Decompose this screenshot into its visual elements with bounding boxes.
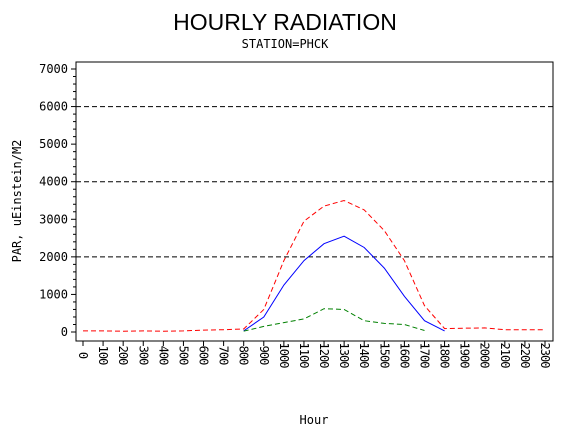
x-tick-label: 100 bbox=[96, 346, 110, 365]
x-tick-label: 0 bbox=[76, 352, 90, 359]
y-tick-label: 0 bbox=[61, 325, 68, 339]
chart-subtitle: STATION=PHCK bbox=[242, 37, 329, 51]
x-tick-label: 2100 bbox=[498, 343, 512, 369]
x-tick-label: 1300 bbox=[337, 343, 351, 369]
x-tick-label: 2300 bbox=[538, 343, 552, 369]
x-axis: 0 100 200 300 400 500 600 700 800 900 1000 1100 1200… bbox=[76, 341, 552, 368]
x-tick-label: 700 bbox=[217, 346, 231, 365]
y-tick-label: 2000 bbox=[39, 250, 68, 264]
x-tick-label: 200 bbox=[116, 346, 130, 365]
x-tick-label: 2200 bbox=[518, 343, 532, 369]
y-axis-label: PAR, uEinstein/M2 bbox=[10, 140, 24, 263]
series-line-2 bbox=[243, 235, 445, 332]
x-tick-label: 1400 bbox=[357, 343, 371, 369]
series-line-3 bbox=[243, 308, 425, 332]
x-tick-label: 2000 bbox=[478, 343, 492, 369]
x-tick-label: 600 bbox=[197, 346, 211, 365]
x-tick-label: 1000 bbox=[277, 343, 291, 369]
x-tick-label: 400 bbox=[156, 346, 170, 365]
x-tick-label: 900 bbox=[257, 346, 271, 365]
x-tick-label: 800 bbox=[237, 346, 251, 365]
x-axis-label: Hour bbox=[300, 413, 329, 427]
x-tick-label: 1100 bbox=[297, 343, 311, 369]
y-tick-label: 3000 bbox=[39, 212, 68, 226]
y-tick-label: 4000 bbox=[39, 175, 68, 189]
x-tick-label: 1900 bbox=[458, 343, 472, 369]
series-line-1 bbox=[83, 199, 545, 332]
chart-title: HOURLY RADIATION bbox=[173, 9, 397, 35]
y-tick-label: 5000 bbox=[39, 137, 68, 151]
x-tick-label: 1600 bbox=[397, 343, 411, 369]
x-tick-label: 1700 bbox=[417, 343, 431, 369]
reference-lines bbox=[76, 106, 553, 258]
y-axis: 0 1000 2000 3000 4000 5000 6000 7000 bbox=[39, 62, 76, 339]
data-series bbox=[83, 199, 545, 332]
x-tick-label: 1200 bbox=[317, 343, 331, 369]
y-tick-label: 6000 bbox=[39, 100, 68, 114]
plot-frame bbox=[75, 61, 554, 342]
x-tick-label: 1800 bbox=[438, 343, 452, 369]
x-tick-label: 300 bbox=[136, 346, 150, 365]
x-tick-label: 1500 bbox=[377, 343, 391, 369]
y-tick-label: 1000 bbox=[39, 287, 68, 301]
x-tick-label: 500 bbox=[176, 346, 190, 365]
y-tick-label: 7000 bbox=[39, 62, 68, 76]
